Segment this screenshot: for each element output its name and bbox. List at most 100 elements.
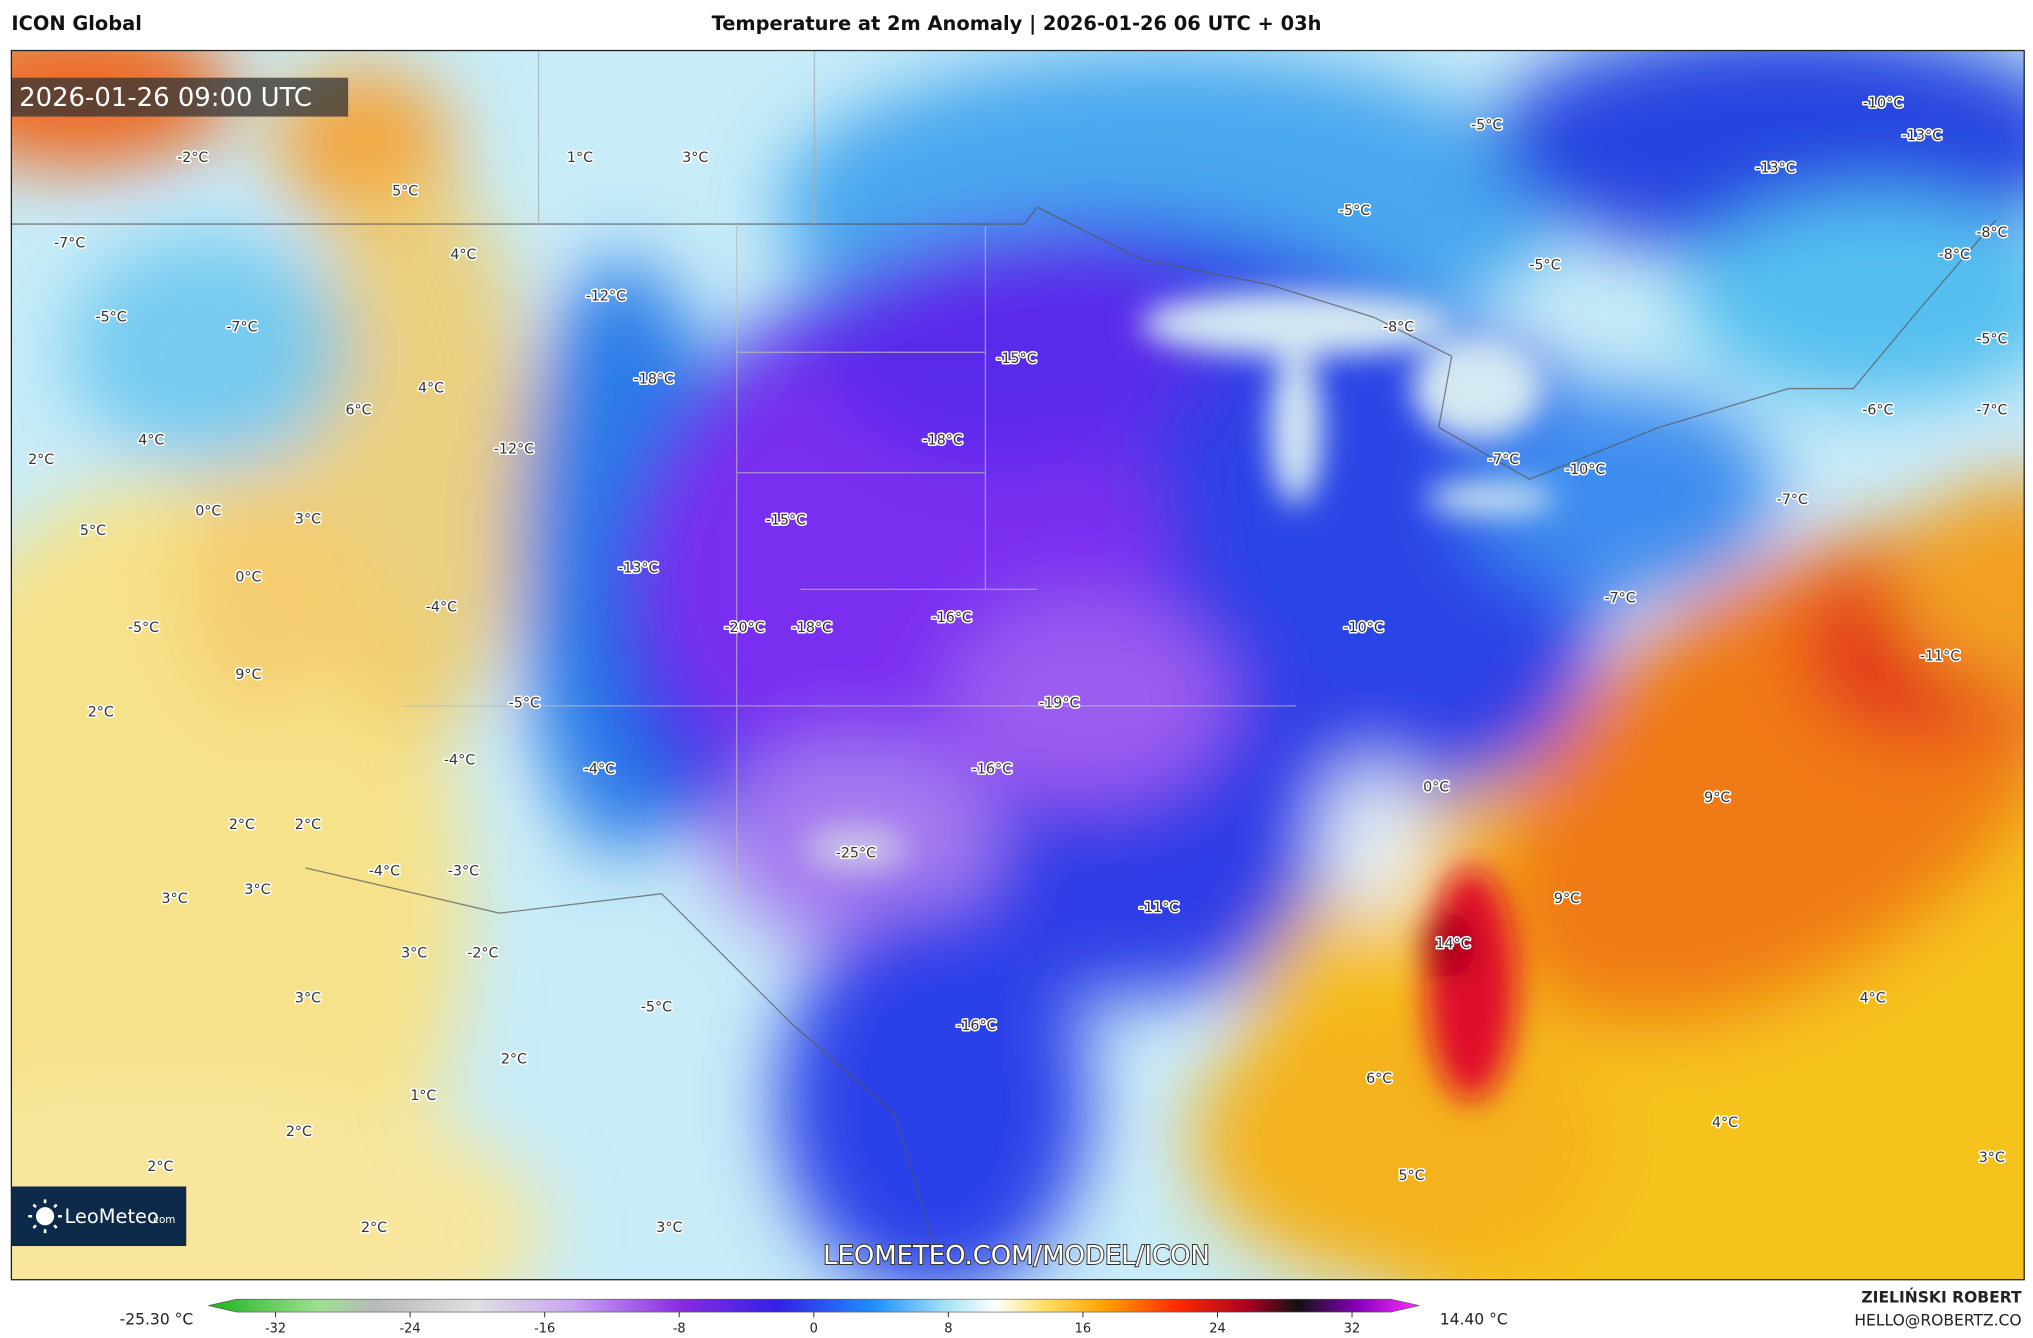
temperature-label: 6°C bbox=[345, 403, 371, 419]
timestamp-box bbox=[11, 77, 349, 117]
temperature-label: -10°C bbox=[1343, 620, 1383, 636]
temperature-label: 6°C bbox=[1366, 1071, 1392, 1087]
temperature-label: 2°C bbox=[295, 817, 321, 833]
temperature-label: -5°C bbox=[1339, 203, 1370, 219]
colorbar-bar bbox=[208, 1298, 1420, 1313]
temperature-label: -11°C bbox=[1139, 900, 1179, 916]
temperature-label: 2°C bbox=[286, 1124, 312, 1140]
temperature-label: -10°C bbox=[1863, 96, 1903, 112]
temperature-label: 4°C bbox=[418, 381, 444, 397]
map-labels: 1°C 3°C -2°C 5°C -5°C -10°C -13°C -13°C -5°C -5°C… bbox=[27, 94, 2010, 1237]
temperature-label: 5°C bbox=[80, 523, 106, 539]
temperature-label: -7°C bbox=[1976, 403, 2007, 419]
temperature-label: -3°C bbox=[448, 864, 479, 880]
temperature-label: -18°C bbox=[792, 620, 832, 636]
temperature-label: -7°C bbox=[1777, 492, 1808, 508]
temperature-label: 2°C bbox=[501, 1052, 527, 1068]
author: ZIELIŃSKI ROBERT bbox=[1861, 1287, 2022, 1306]
colorbar-max: 14.40 °C bbox=[1440, 1310, 1508, 1328]
logo-icon bbox=[28, 1199, 62, 1234]
colorbar-tick-label: -8 bbox=[673, 1321, 686, 1336]
temperature-label: -15°C bbox=[766, 513, 806, 529]
temperature-label: -20°C bbox=[724, 620, 764, 636]
temperature-label: -4°C bbox=[584, 761, 615, 777]
temperature-label: -5°C bbox=[1471, 118, 1502, 134]
temperature-label: 3°C bbox=[682, 150, 708, 166]
temperature-label: -10°C bbox=[1565, 462, 1605, 478]
map-title: Temperature at 2m Anomaly | 2026-01-26 0… bbox=[712, 12, 1322, 35]
temperature-label: 2°C bbox=[147, 1159, 173, 1175]
temperature-label: -6°C bbox=[1862, 403, 1893, 419]
temperature-label: 2°C bbox=[361, 1220, 387, 1236]
temperature-label: -7°C bbox=[54, 236, 85, 252]
temperature-label: 9°C bbox=[1704, 790, 1730, 806]
temperature-label: -8°C bbox=[1383, 320, 1414, 336]
temperature-label: 2°C bbox=[229, 817, 255, 833]
temperature-label: 1°C bbox=[567, 150, 593, 166]
colorbar-tick-label: -16 bbox=[534, 1321, 555, 1336]
temperature-label: 4°C bbox=[450, 247, 476, 263]
temperature-label: 5°C bbox=[1398, 1168, 1424, 1184]
temperature-label: -13°C bbox=[1755, 160, 1795, 176]
colorbar-tick-label: 32 bbox=[1344, 1321, 1360, 1336]
temperature-label: -5°C bbox=[128, 620, 159, 636]
model-name: ICON Global bbox=[11, 12, 142, 35]
temperature-label: -25°C bbox=[836, 846, 876, 862]
temperature-label: 3°C bbox=[162, 891, 188, 907]
timestamp: 2026-01-26 09:00 UTC bbox=[19, 83, 312, 113]
temperature-label: -13°C bbox=[618, 561, 658, 577]
temperature-label: -5°C bbox=[1529, 258, 1560, 274]
email: HELLO@ROBERTZ.CO bbox=[1854, 1312, 2021, 1330]
temperature-label: 2°C bbox=[28, 452, 54, 468]
temperature-label: -16°C bbox=[932, 610, 972, 626]
temperature-label: -18°C bbox=[923, 432, 963, 448]
colorbar-tick-label: 8 bbox=[944, 1321, 952, 1336]
temperature-label: 3°C bbox=[656, 1220, 682, 1236]
temperature-label: -4°C bbox=[444, 752, 475, 768]
map: 2026-01-26 09:00 UTC LEOMETEO.COM/MODEL/… bbox=[11, 50, 2025, 1280]
temperature-label: 0°C bbox=[235, 570, 261, 586]
temperature-label: 3°C bbox=[244, 882, 270, 898]
temperature-label: -16°C bbox=[956, 1018, 996, 1034]
colorbar-tick-label: -32 bbox=[265, 1321, 286, 1336]
temperature-label: -2°C bbox=[467, 945, 498, 961]
temperature-label: 3°C bbox=[401, 945, 427, 961]
temperature-label: 3°C bbox=[295, 991, 321, 1007]
temperature-label: 9°C bbox=[1554, 891, 1580, 907]
temperature-label: -12°C bbox=[586, 289, 626, 305]
temperature-label: -5°C bbox=[95, 309, 126, 325]
logo-text: LeoMeteo bbox=[64, 1205, 158, 1228]
temperature-label: -18°C bbox=[634, 372, 674, 388]
temperature-label: -5°C bbox=[509, 695, 540, 711]
temperature-label: -16°C bbox=[972, 761, 1012, 777]
temperature-label: 14°C bbox=[1435, 936, 1470, 952]
watermark: LEOMETEO.COM/MODEL/ICON bbox=[823, 1241, 1210, 1271]
temperature-label: -11°C bbox=[1920, 649, 1960, 665]
colorbar-tick-label: 16 bbox=[1075, 1321, 1091, 1336]
temperature-label: -2°C bbox=[177, 150, 208, 166]
colorbar: -25.30 °C 14.40 °C -32 -24 -16 -8 0 8 16 24 32 bbox=[120, 1298, 1508, 1336]
logo-suffix: .com bbox=[150, 1214, 175, 1226]
temperature-label: 2°C bbox=[88, 704, 114, 720]
temperature-label: 0°C bbox=[1423, 780, 1449, 796]
temperature-label: -15°C bbox=[996, 351, 1036, 367]
colorbar-tick-label: 0 bbox=[810, 1321, 818, 1336]
temperature-label: -12°C bbox=[494, 441, 534, 457]
temperature-label: -5°C bbox=[1976, 331, 2007, 347]
temperature-label: 3°C bbox=[1979, 1150, 2005, 1166]
map-frame bbox=[10, 49, 2025, 1281]
temperature-label: -4°C bbox=[369, 864, 400, 880]
temperature-label: 9°C bbox=[235, 667, 261, 683]
temperature-label: 5°C bbox=[392, 184, 418, 200]
temperature-label: 4°C bbox=[1712, 1115, 1738, 1131]
temperature-label: 3°C bbox=[295, 511, 321, 527]
temperature-label: -7°C bbox=[1604, 590, 1635, 606]
temperature-label: 4°C bbox=[138, 432, 164, 448]
temperature-label: 0°C bbox=[195, 504, 221, 520]
temperature-label: -7°C bbox=[1488, 452, 1519, 468]
colorbar-min: -25.30 °C bbox=[120, 1310, 194, 1328]
temperature-label: 1°C bbox=[410, 1088, 436, 1104]
temperature-label: -19°C bbox=[1039, 695, 1079, 711]
temperature-label: -4°C bbox=[426, 599, 457, 615]
temperature-label: -13°C bbox=[1902, 128, 1942, 144]
